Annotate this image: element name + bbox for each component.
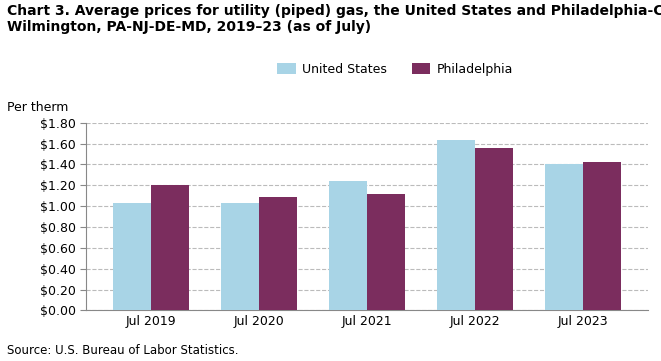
Bar bbox=[367, 193, 405, 310]
Bar bbox=[545, 165, 583, 310]
Legend: United States, Philadelphia: United States, Philadelphia bbox=[272, 58, 518, 81]
Bar bbox=[259, 197, 297, 310]
Bar bbox=[151, 185, 188, 310]
Text: Per therm: Per therm bbox=[7, 101, 68, 114]
Bar bbox=[475, 148, 513, 310]
Text: Source: U.S. Bureau of Labor Statistics.: Source: U.S. Bureau of Labor Statistics. bbox=[7, 344, 238, 357]
Bar bbox=[437, 140, 475, 310]
Bar bbox=[221, 203, 259, 310]
Bar bbox=[329, 181, 367, 310]
Bar bbox=[113, 203, 151, 310]
Text: Chart 3. Average prices for utility (piped) gas, the United States and Philadelp: Chart 3. Average prices for utility (pip… bbox=[7, 4, 661, 34]
Bar bbox=[583, 162, 621, 310]
